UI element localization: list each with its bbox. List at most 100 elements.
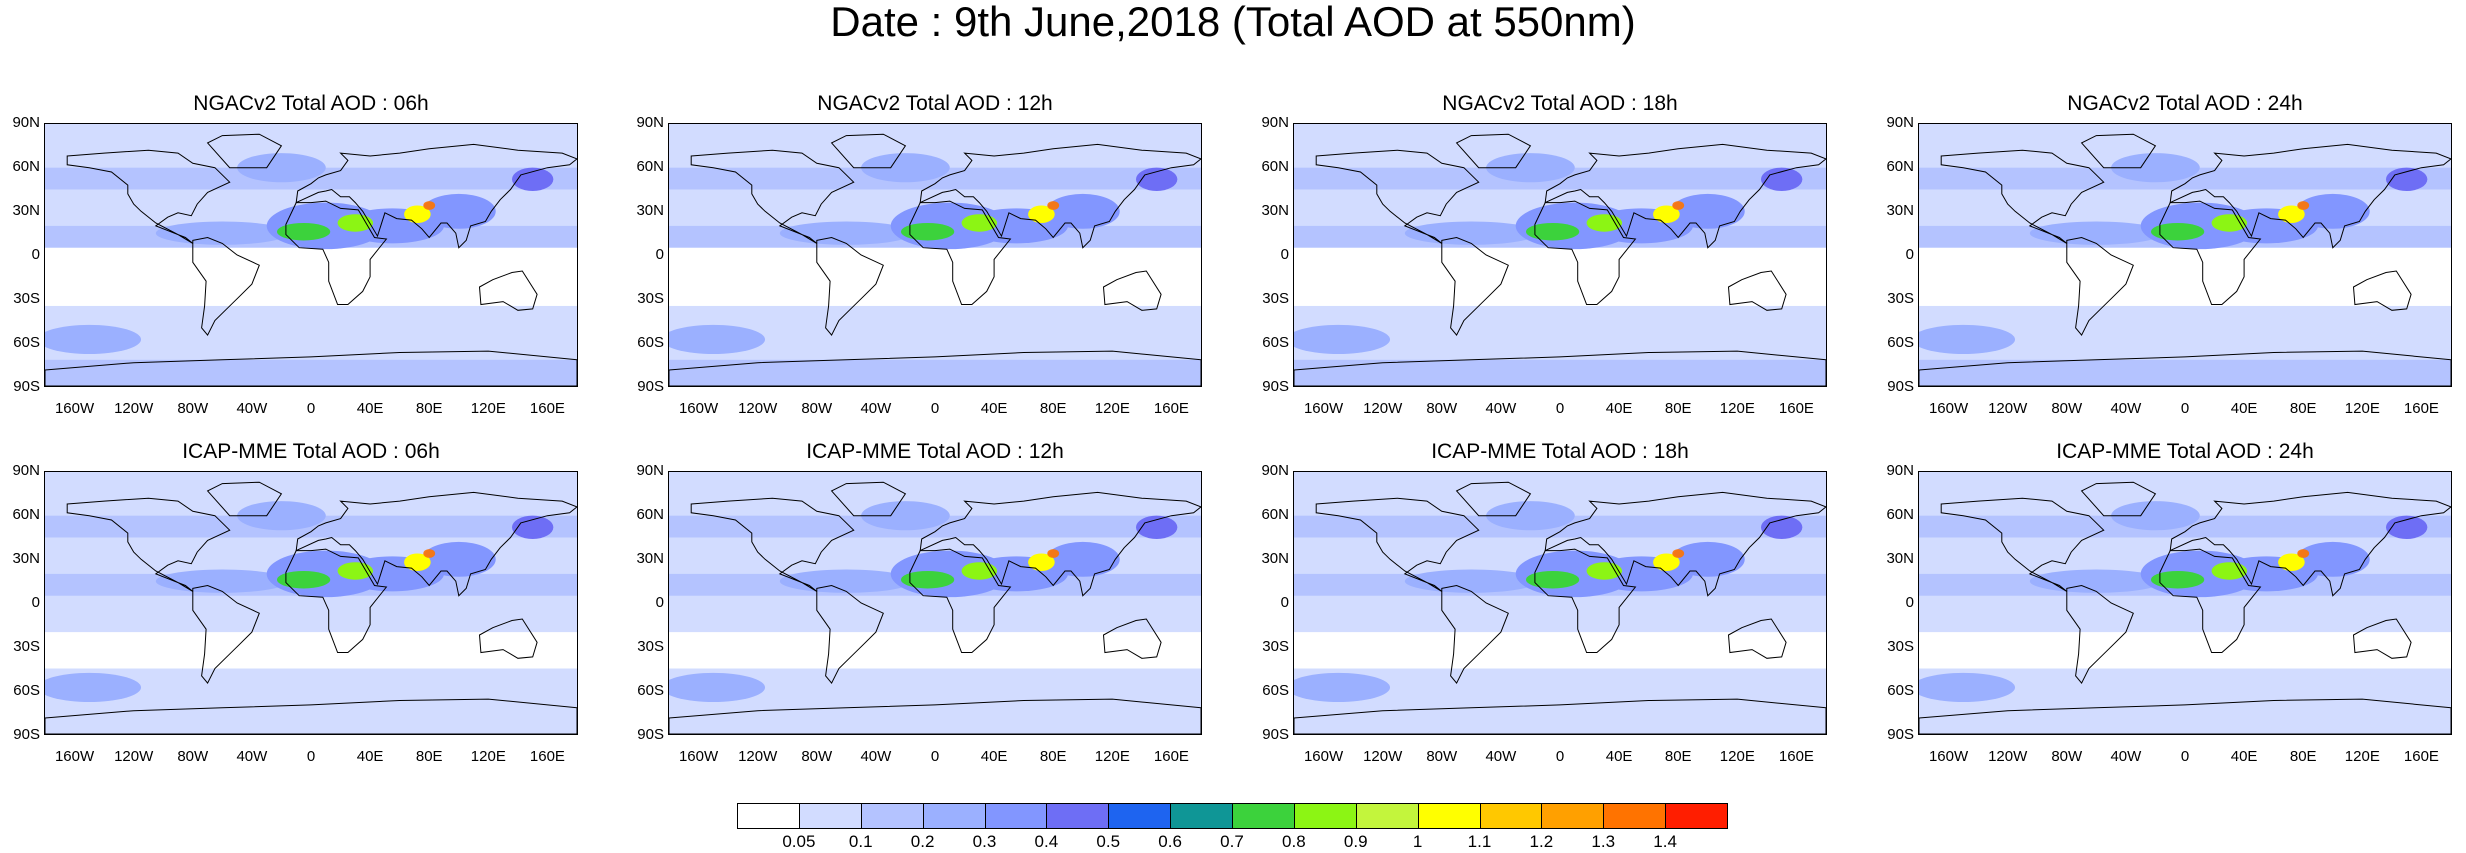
y-tick-label: 30S: [1887, 638, 1914, 655]
aod-atlantic-plume: [1404, 221, 1538, 245]
aod-antarctic-band: [1919, 359, 2451, 386]
coastline: [830, 133, 907, 169]
y-tick-label: 60S: [637, 682, 664, 699]
y-tick-label: 90N: [636, 462, 664, 479]
y-tick-label: 30N: [1261, 550, 1289, 567]
aod-midlat-band: [669, 167, 1201, 190]
x-tick-label: 0: [306, 400, 316, 417]
colorbar: [737, 803, 1728, 829]
y-tick-label: 30N: [1886, 202, 1914, 219]
coastline: [295, 143, 577, 249]
aod-nubia-core: [961, 562, 998, 580]
coastline: [919, 491, 1201, 597]
colorbar-label: 0.8: [1282, 832, 1306, 851]
figure-title: Date : 9th June,2018 (Total AOD at 550nm…: [830, 0, 1636, 45]
x-tick-label: 160E: [529, 400, 565, 417]
x-tick-label: 0: [306, 748, 316, 765]
x-tick-label: 40E: [1605, 748, 1633, 765]
aod-atlantic-plume: [779, 221, 913, 245]
x-tick-label: 120E: [1094, 748, 1130, 765]
colorbar-swatch: [860, 803, 924, 829]
y-tick-label: 60N: [12, 506, 40, 523]
y-tick-label: 60N: [1886, 158, 1914, 175]
aod-antarctic-band: [1294, 359, 1826, 386]
y-tick-label: 30S: [1262, 290, 1289, 307]
y-tick-label: 0: [31, 246, 40, 263]
map-panel: NGACv2 Total AOD : 06h 90N 60N 30N 0 30S 60S 90…: [0, 92, 578, 447]
map-frame: [44, 123, 578, 387]
aod-southern-ocean-plume: [669, 672, 766, 702]
x-tick-label: 160W: [54, 400, 95, 417]
x-tick-label: 120E: [1719, 400, 1755, 417]
coastline: [669, 350, 1201, 386]
y-tick-label: 0: [655, 594, 664, 611]
x-tick-label: 160W: [54, 748, 95, 765]
map-panel: ICAP-MME Total AOD : 24h 90N 60N 30N 0 30S 60S…: [1874, 440, 2452, 795]
x-tick-label: 40W: [236, 400, 268, 417]
aod-north-atlantic-plume: [861, 153, 950, 183]
y-tick-label: 60N: [636, 506, 664, 523]
colorbar-label: 1.4: [1653, 832, 1677, 851]
panel-title: ICAP-MME Total AOD : 12h: [806, 440, 1064, 463]
aod-india-core: [404, 205, 431, 223]
coastline: [1919, 698, 2451, 734]
x-tick-label: 80W: [2051, 748, 2083, 765]
map-frame: [44, 471, 578, 735]
coastline: [1294, 698, 1826, 734]
map-frame: [1918, 471, 2452, 735]
colorbar-label: 0.05: [782, 832, 816, 851]
map-panel: ICAP-MME Total AOD : 18h 90N 60N 30N 0 30S 60S…: [1249, 440, 1827, 795]
y-tick-label: 90S: [637, 726, 664, 743]
aod-southern-ocean-plume: [1919, 672, 2016, 702]
y-tick-label: 30S: [637, 290, 664, 307]
aod-asia-plume: [1045, 541, 1120, 577]
aod-midlat-band: [45, 167, 577, 190]
x-tick-label: 40E: [356, 748, 384, 765]
y-tick-label: 60N: [1886, 506, 1914, 523]
x-tick-label: 120W: [738, 748, 778, 765]
coastline: [45, 698, 577, 734]
aod-pacific-plume: [1760, 515, 1803, 539]
y-tick-label: 0: [1280, 594, 1289, 611]
x-tick-label: 80W: [177, 748, 209, 765]
x-tick-label: 0: [930, 748, 940, 765]
y-tick-label: 30N: [636, 202, 664, 219]
panel-title: ICAP-MME Total AOD : 06h: [182, 440, 440, 463]
x-tick-label: 160W: [678, 400, 719, 417]
coastline: [1455, 481, 1532, 517]
aod-antarctic-band: [45, 359, 577, 386]
aod-hotspot: [423, 549, 436, 558]
x-tick-label: 120W: [114, 400, 154, 417]
aod-antarctic-band: [669, 359, 1201, 386]
map-panel: ICAP-MME Total AOD : 06h 90N 60N 30N 0 30S 60S…: [0, 440, 578, 795]
map-panel: ICAP-MME Total AOD : 12h 90N 60N 30N 0 30S 60S…: [624, 440, 1202, 795]
coastline: [206, 481, 283, 517]
colorbar-label: 0.3: [972, 832, 997, 851]
coastline: [192, 584, 260, 685]
x-tick-label: 80W: [801, 748, 833, 765]
coastline: [1544, 143, 1826, 249]
coastline: [919, 143, 1201, 249]
y-tick-label: 60N: [1261, 158, 1289, 175]
coastline: [690, 497, 855, 592]
aod-midlat-band: [1919, 167, 2451, 190]
aod-map: [1294, 472, 1826, 734]
coastline: [909, 200, 1012, 305]
x-tick-label: 120W: [1363, 400, 1403, 417]
y-tick-label: 60S: [1887, 334, 1914, 351]
aod-map: [1294, 124, 1826, 386]
y-tick-label: 30N: [636, 550, 664, 567]
aod-sahel-core: [2151, 222, 2205, 241]
aod-north-atlantic-plume: [2111, 501, 2200, 531]
aod-nubia-core: [1586, 562, 1623, 580]
x-tick-label: 0: [930, 400, 940, 417]
x-tick-label: 160E: [1153, 400, 1189, 417]
coastline: [1534, 200, 1637, 305]
coastline: [45, 350, 577, 386]
y-tick-label: 60S: [637, 334, 664, 351]
aod-india-core: [2278, 553, 2305, 571]
aod-midlat-band: [1294, 167, 1826, 190]
y-tick-label: 30S: [637, 638, 664, 655]
x-tick-label: 80E: [1664, 400, 1692, 417]
aod-north-atlantic-plume: [237, 153, 326, 183]
